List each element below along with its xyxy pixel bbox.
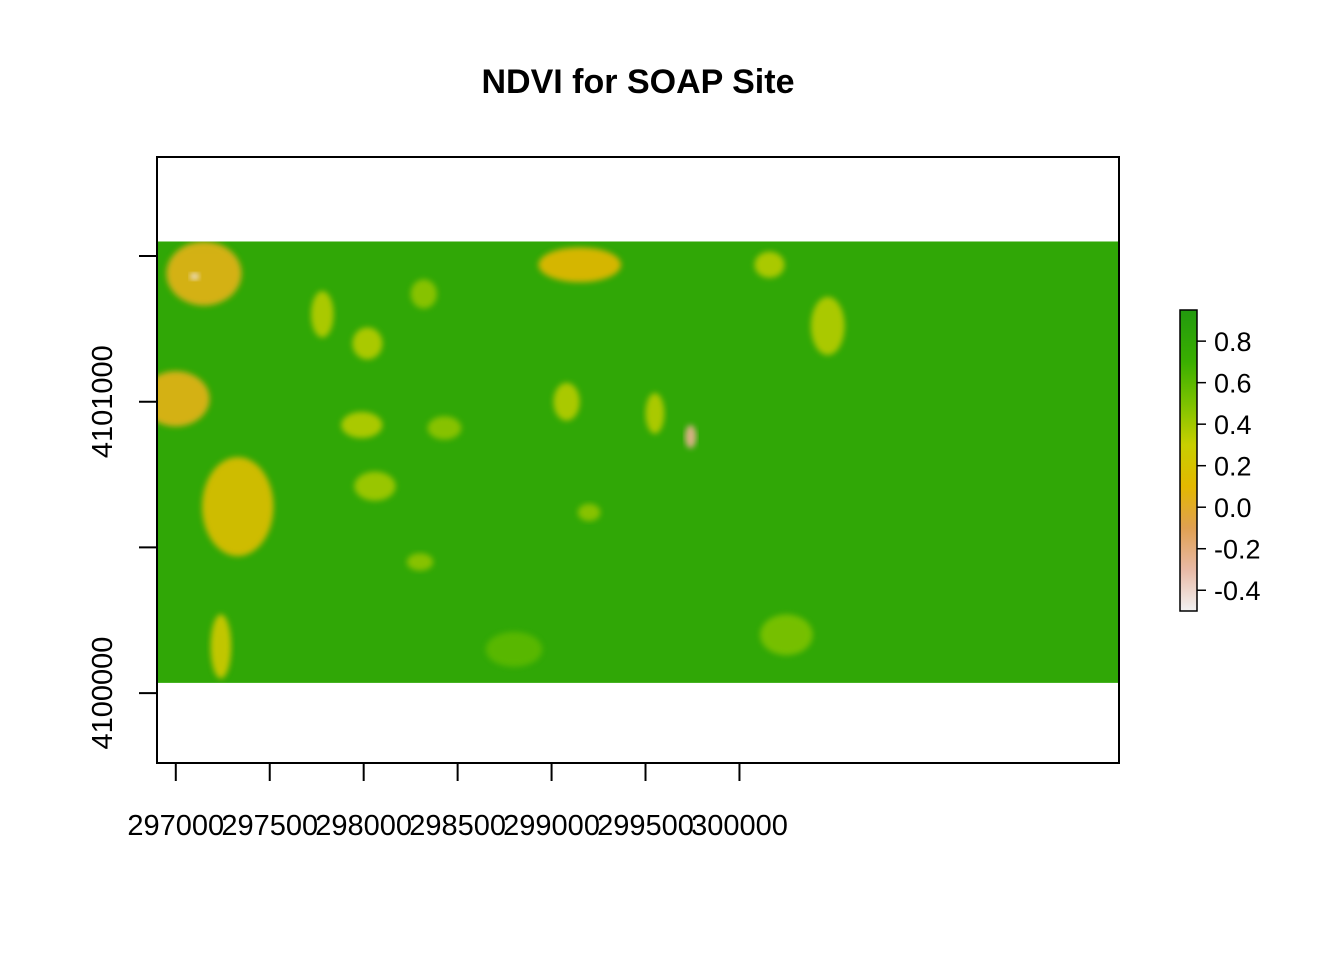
ndvi-patch [202, 457, 274, 557]
ndvi-patch [645, 392, 665, 434]
x-axis: 2970002975002980002985002990002995003000… [127, 762, 788, 842]
ndvi-patch [157, 371, 210, 427]
ndvi-patch [189, 272, 200, 280]
legend-tick-label: -0.2 [1214, 535, 1261, 565]
y-tick-label: 4101000 [87, 345, 119, 458]
ndvi-patch [684, 425, 697, 449]
y-tick-label: 4100000 [87, 637, 119, 750]
legend-tick-label: 0.8 [1214, 327, 1252, 357]
ndvi-patch [341, 411, 383, 439]
ndvi-patch [352, 327, 383, 360]
plot-area [156, 156, 1120, 764]
ndvi-patch [210, 614, 232, 679]
ndvi-patch [538, 247, 622, 283]
raster-background [157, 241, 1119, 683]
ndvi-patch [166, 241, 242, 306]
ndvi-patch [354, 471, 396, 501]
legend: 0.8 0.6 0.4 0.2 0.0 -0.2 -0.4 [1179, 309, 1261, 612]
ndvi-patch [410, 279, 437, 309]
ndvi-patch [577, 503, 601, 522]
y-axis: 4100000 4101000 [87, 255, 158, 750]
ndvi-patch [760, 614, 813, 656]
legend-tick-label: 0.6 [1214, 369, 1252, 399]
ndvi-patch [406, 553, 434, 571]
x-tick-label: 300000 [691, 810, 788, 842]
x-tick-label: 299500 [597, 810, 694, 842]
legend-tick-label: 0.4 [1214, 410, 1252, 440]
ndvi-patch [553, 382, 580, 421]
x-tick-label: 298000 [315, 810, 412, 842]
ndvi-patch [810, 296, 845, 356]
legend-tick-label: 0.2 [1214, 452, 1252, 482]
legend-tick-label: 0.0 [1214, 493, 1252, 523]
ndvi-patch [754, 251, 785, 278]
x-tick-label: 297500 [221, 810, 318, 842]
x-tick-label: 298500 [409, 810, 506, 842]
ndvi-patch [485, 631, 543, 667]
legend-colorbar [1179, 309, 1198, 612]
legend-tick-label: -0.4 [1214, 576, 1261, 606]
x-tick-label: 299000 [503, 810, 600, 842]
ndvi-patch [427, 416, 462, 440]
x-tick-label: 297000 [127, 810, 224, 842]
ndvi-patch [311, 291, 334, 338]
chart-title: NDVI for SOAP Site [482, 63, 795, 101]
